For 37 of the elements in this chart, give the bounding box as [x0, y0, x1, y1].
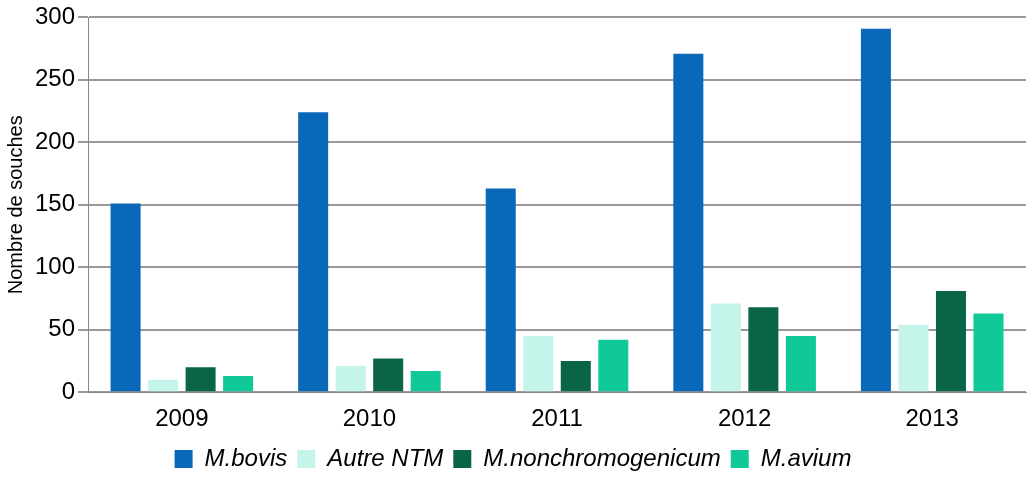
x-tick-label: 2009 [155, 404, 209, 432]
bar [935, 291, 966, 392]
bar [185, 367, 216, 392]
bar [860, 28, 891, 392]
bar [523, 335, 554, 392]
y-axis-title: Nombre de souches [3, 115, 26, 295]
y-tick-label: 150 [35, 189, 76, 217]
y-tick-label: 250 [35, 64, 76, 92]
y-tick-label: 50 [48, 314, 76, 342]
bar [223, 375, 254, 392]
bar [110, 203, 141, 392]
bar [335, 365, 366, 392]
bar [710, 303, 741, 392]
bar [673, 53, 704, 392]
bar [898, 324, 929, 392]
bar [373, 358, 404, 392]
bar [410, 370, 441, 392]
legend-label: M.avium [760, 443, 852, 471]
x-tick-label: 2011 [531, 404, 583, 432]
bar [973, 313, 1004, 392]
bar [485, 188, 516, 392]
y-tick-label: 0 [61, 376, 76, 404]
y-tick-label: 300 [35, 2, 76, 30]
legend-label: M.bovis [204, 443, 288, 471]
bar [298, 112, 329, 392]
y-tick-label: 200 [35, 126, 76, 154]
x-tick-label: 2012 [717, 404, 772, 432]
bar [748, 307, 779, 392]
legend-label: M.nonchromogenicum [483, 443, 721, 471]
bar [560, 360, 591, 392]
bar [785, 335, 816, 392]
y-tick-label: 100 [35, 251, 76, 279]
legend-label: Autre NTM [325, 443, 444, 471]
x-tick-label: 2010 [342, 404, 397, 432]
x-tick-label: 2013 [905, 404, 959, 432]
bar [148, 379, 179, 392]
bar [598, 339, 629, 392]
